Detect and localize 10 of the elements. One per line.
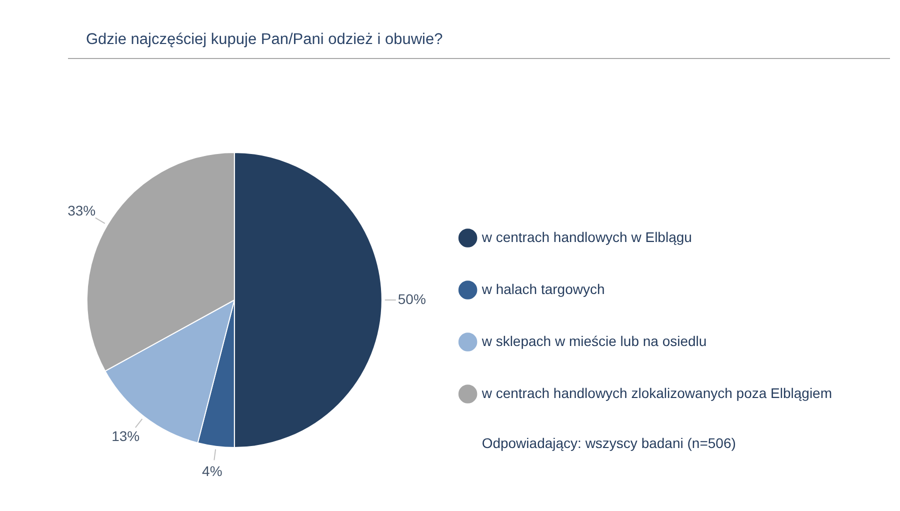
legend-label: w sklepach w mieście lub na osiedlu <box>480 332 707 349</box>
data-label: 50% <box>398 290 426 307</box>
text: Odpowiadający: wszyscy badani (n=506) <box>482 435 736 451</box>
data-label: 33% <box>68 202 96 219</box>
chart-title: Gdzie najczęściej kupuje Pan/Pani odzież i obuwie? <box>86 31 443 49</box>
data-label: 13% <box>112 428 140 444</box>
legend-label: w centrach handlowych w Elblągu <box>480 228 692 245</box>
legend-label: w centrach handlowych zlokalizowanych poza Elblągiem <box>480 384 832 401</box>
data-label: 4% <box>202 462 222 479</box>
legend-label: w halach targowych <box>480 280 605 297</box>
